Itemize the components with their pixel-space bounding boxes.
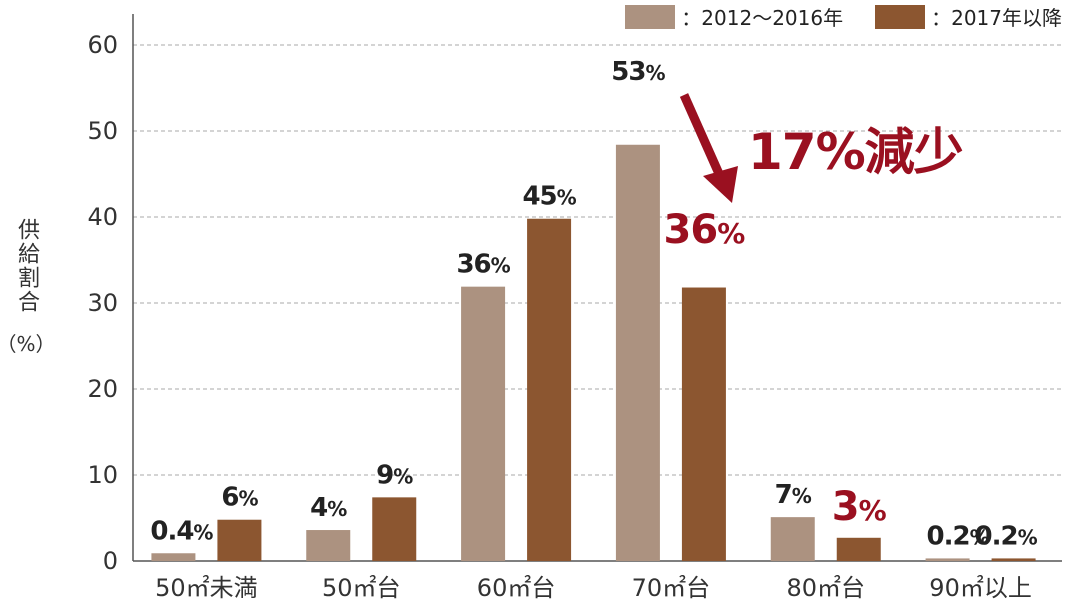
- value-label: 6%: [221, 483, 258, 513]
- y-axis-unit: （%）: [0, 332, 56, 356]
- y-axis-label: 供給割合: [14, 218, 39, 314]
- value-label: 0.2%: [975, 521, 1038, 551]
- category-label: 60㎡台: [477, 574, 556, 600]
- bar-2017-later-2: [527, 218, 572, 561]
- y-tick-label: 40: [87, 203, 118, 231]
- bar-2017-later-3: [681, 287, 726, 561]
- legend-swatch-2017-later: [875, 4, 926, 29]
- legend-label-2017-later: ：2017年以降: [931, 6, 1062, 30]
- bar-2012-2016-2: [461, 286, 506, 561]
- y-tick-label: 0: [103, 547, 118, 575]
- decrease-arrow-icon: [679, 93, 738, 203]
- y-tick-label: 30: [87, 289, 118, 317]
- value-label: 0.4%: [150, 516, 213, 546]
- value-label: 53%: [611, 57, 665, 87]
- value-label: 0.2%: [927, 521, 990, 551]
- category-label: 50㎡台: [322, 574, 401, 600]
- value-label: 45%: [522, 182, 576, 212]
- legend-swatch-2012-2016: [625, 4, 676, 29]
- y-tick-label: 20: [87, 375, 118, 403]
- arrow-head: [703, 166, 738, 203]
- legend: ：2012～2016年 ：2017年以降: [625, 2, 1062, 31]
- y-tick-label: 60: [87, 31, 118, 59]
- bars: [151, 144, 1036, 561]
- bar-2017-later-1: [372, 497, 417, 561]
- bar-2012-2016-3: [615, 144, 660, 561]
- y-tick-label: 50: [87, 117, 118, 145]
- gridlines: [132, 14, 1062, 562]
- value-label: 36%: [456, 250, 510, 280]
- bar-2012-2016-1: [306, 530, 351, 561]
- bar-2012-2016-5: [925, 558, 970, 561]
- legend-label-2012-2016: ：2012～2016年: [681, 6, 844, 30]
- bar-2012-2016-4: [770, 517, 815, 561]
- bar-2017-later-5: [991, 558, 1036, 561]
- value-label: 4%: [310, 493, 347, 523]
- category-label: 90㎡以上: [929, 574, 1032, 600]
- category-labels: 50㎡未満 50㎡台 60㎡台 70㎡台 80㎡台 90㎡以上: [155, 574, 1032, 600]
- legend-item-2012-2016: ：2012～2016年: [625, 2, 843, 31]
- bar-2012-2016-0: [151, 553, 196, 561]
- bar-2017-later-4: [836, 537, 881, 561]
- value-label: 3%: [832, 484, 887, 530]
- bar-2017-later-0: [217, 519, 262, 561]
- value-label: 36%: [664, 207, 746, 253]
- decrease-annotation: 17%減少: [748, 123, 964, 181]
- y-axis-title: 供給割合 （%）: [0, 218, 56, 357]
- value-label: 7%: [775, 480, 812, 510]
- category-label: 70㎡台: [632, 574, 711, 600]
- category-label: 80㎡台: [786, 574, 865, 600]
- category-label: 50㎡未満: [155, 574, 258, 600]
- legend-item-2017-later: ：2017年以降: [875, 2, 1062, 31]
- value-label: 9%: [376, 460, 413, 490]
- y-tick-labels: 0 10 20 30 40 50 60: [87, 31, 118, 575]
- arrow-shaft: [679, 93, 725, 178]
- value-labels: 0.4% 6% 4% 9% 36% 45% 53% 36% 7% 3% 0.2%0.2%: [150, 57, 1038, 551]
- y-tick-label: 10: [87, 461, 118, 489]
